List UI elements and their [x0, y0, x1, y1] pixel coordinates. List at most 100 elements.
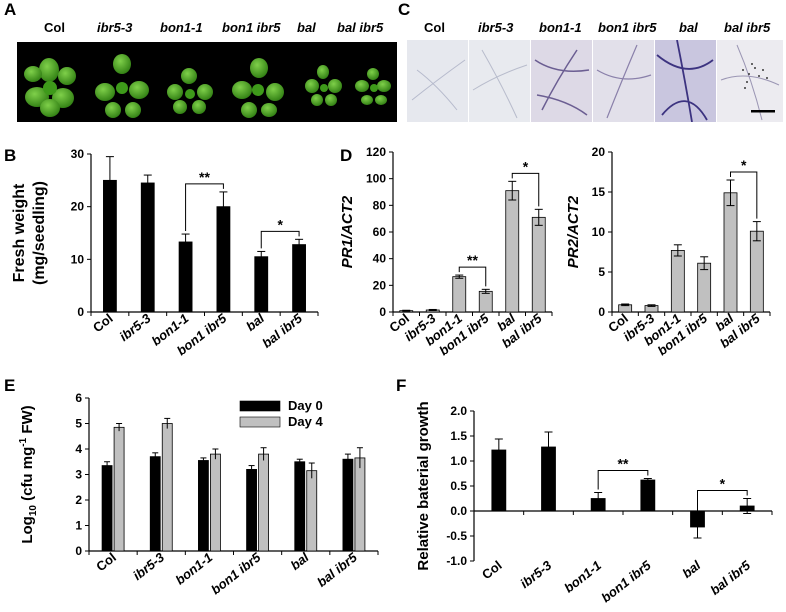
y-tick-label: 20	[71, 200, 85, 214]
photo-a-label-bal: bal	[297, 20, 316, 35]
y-axis-label: PR1/ACT2	[339, 195, 356, 268]
category-label: Col	[93, 550, 119, 575]
photo-a-label-bon1-ibr5: bon1 ibr5	[222, 20, 281, 35]
bar	[306, 470, 318, 552]
bar	[216, 206, 231, 313]
photo-c-label-col: Col	[424, 20, 445, 35]
y-tick-label: 1	[75, 519, 82, 533]
y-tick-label: 100	[366, 172, 386, 186]
y-tick-label: 0.5	[450, 479, 467, 493]
y-axis-label: PR2/ACT2	[565, 195, 582, 268]
scale-bar	[751, 110, 775, 113]
category-label: ibr5-3	[130, 549, 168, 583]
category-label: bal	[243, 310, 267, 334]
leaf-bal	[655, 39, 716, 123]
bar	[101, 465, 113, 552]
bar	[198, 460, 209, 552]
y-tick-label: 1.5	[450, 429, 467, 443]
y-tick-label: 15	[592, 185, 606, 199]
bar	[749, 230, 764, 313]
y-tick-label: 40	[373, 252, 387, 266]
panel-letter-a: A	[4, 0, 17, 19]
category-label: Col	[90, 311, 116, 336]
y-tick-label: 0	[379, 305, 386, 319]
significance-bracket	[458, 266, 487, 287]
y-axis-label: Fresh weight	[11, 183, 28, 282]
bar	[161, 423, 173, 552]
category-label: bal	[679, 557, 703, 581]
photo-c-label-bon1-1: bon1-1	[539, 20, 582, 35]
bar	[292, 244, 306, 313]
y-tick-label: 10	[592, 225, 606, 239]
bar	[723, 192, 738, 313]
y-tick-label: 0	[75, 544, 82, 558]
y-tick-label: 0.0	[450, 504, 467, 518]
bar	[246, 468, 257, 552]
panel-letter-e: E	[4, 376, 16, 395]
y-tick-label: 1.0	[450, 454, 467, 468]
leaf-bon1-1	[531, 40, 592, 122]
y-axis-label: Relative baterial growth	[415, 401, 432, 570]
significance-bracket	[511, 172, 540, 207]
y-tick-label: 0	[77, 305, 84, 319]
photo-c-label-ibr5-3: ibr5-3	[478, 20, 514, 35]
y-tick-label: -1.0	[446, 554, 467, 568]
photo-c-label-bal: bal	[679, 20, 698, 35]
panel-letter-c: C	[398, 0, 411, 19]
panel-letter-d: D	[340, 146, 353, 165]
category-label: ibr5-3	[116, 310, 154, 344]
bar	[258, 453, 269, 552]
y-tick-label: 2	[75, 493, 82, 507]
bar	[149, 456, 161, 552]
significance-bracket	[697, 490, 748, 513]
significance-bracket	[730, 171, 758, 219]
legend-label: Day 0	[288, 398, 323, 413]
bar	[531, 216, 546, 313]
significance-label: *	[277, 216, 283, 232]
legend-swatch	[239, 400, 281, 412]
bar	[113, 426, 125, 552]
bar	[670, 249, 685, 313]
significance-label: *	[720, 476, 726, 492]
category-label: bal ibr5	[314, 549, 360, 590]
photo-c-label-bon1-ibr5: bon1 ibr5	[598, 20, 657, 35]
seedling-photograph	[17, 42, 397, 122]
y-tick-label: 30	[71, 147, 85, 161]
plant-ibr5-3	[95, 54, 149, 118]
y-tick-label: 10	[71, 252, 85, 266]
y-tick-label: 5	[75, 417, 82, 431]
bar	[452, 276, 467, 313]
y-tick-label: 80	[373, 198, 387, 212]
panel-letter-f: F	[396, 376, 407, 395]
y-axis-label: (mg/seedling)	[31, 181, 48, 285]
y-tick-label: 6	[75, 391, 82, 405]
photo-c-label-bal-ibr5: bal ibr5	[724, 20, 771, 35]
leaf-ibr5-3	[469, 40, 530, 122]
y-tick-label: 5	[598, 265, 605, 279]
bar	[354, 457, 366, 552]
photo-a-label-ibr5-3: ibr5-3	[97, 20, 133, 35]
bar	[178, 241, 193, 313]
significance-bracket	[185, 183, 224, 232]
y-tick-label: 3	[75, 468, 82, 482]
significance-label: **	[199, 169, 210, 185]
plant-bon1-ibr5	[232, 58, 284, 118]
category-label: ibr5-3	[517, 557, 555, 591]
leaf-bal-ibr5	[717, 40, 783, 122]
y-tick-label: 20	[373, 278, 387, 292]
legend-label: Day 4	[288, 414, 323, 429]
legend-swatch	[239, 416, 281, 428]
leaf-staining-photograph	[407, 39, 783, 123]
bar	[254, 256, 269, 313]
category-label: bon1 ibr5	[208, 549, 264, 597]
photo-a-label-bon1-1: bon1-1	[160, 20, 203, 35]
y-tick-label: 20	[592, 145, 606, 159]
plant-col	[24, 58, 76, 117]
bar	[505, 190, 520, 313]
leaf-bon1-ibr5	[593, 40, 654, 122]
y-axis-label: Log10 (cfu mg-1 FW)	[18, 405, 39, 543]
plant-bon1-1	[167, 68, 213, 114]
bar	[294, 461, 306, 552]
